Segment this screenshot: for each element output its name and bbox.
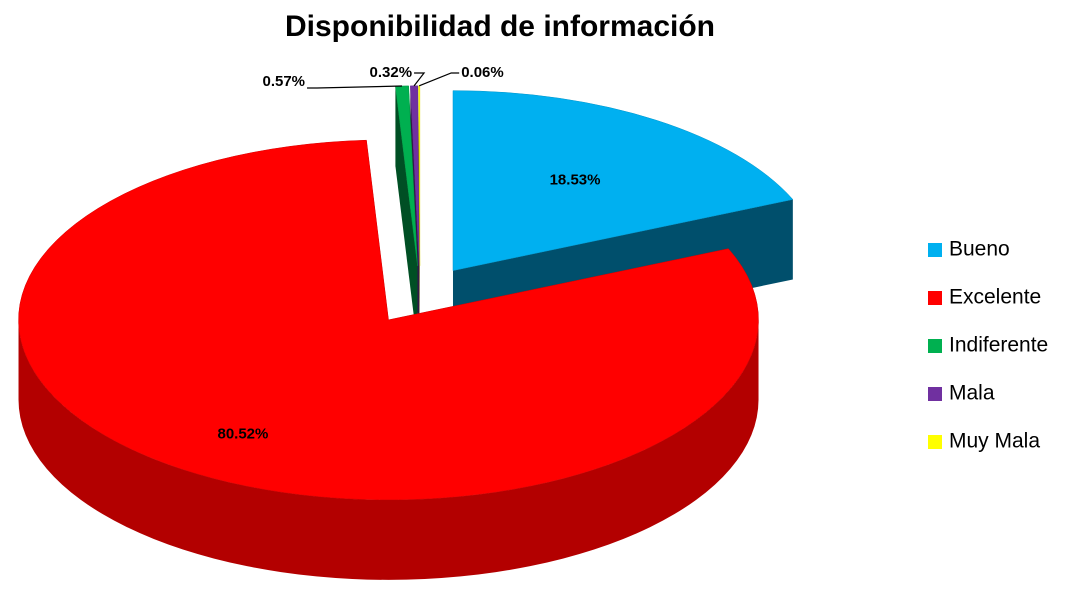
legend-label: Indiferente — [949, 334, 1048, 357]
legend-label: Excelente — [949, 286, 1041, 309]
leader-line — [307, 85, 403, 89]
data-label: 0.32% — [370, 64, 413, 81]
data-label: 0.57% — [262, 73, 305, 90]
data-label: 80.52% — [217, 426, 268, 443]
leader-line — [418, 72, 460, 87]
legend-swatch — [928, 387, 942, 401]
slice-top — [452, 90, 794, 271]
legend-swatch — [928, 291, 942, 305]
data-label: 18.53% — [550, 171, 601, 188]
legend-swatch — [928, 435, 942, 449]
legend-swatch — [928, 243, 942, 257]
slice-side — [18, 319, 759, 580]
slice-top — [410, 85, 420, 266]
leader-line — [413, 72, 426, 87]
legend-swatch — [928, 339, 942, 353]
data-label: 0.06% — [461, 64, 504, 81]
legend-label: Mala — [949, 382, 995, 405]
legend-label: Bueno — [949, 238, 1010, 261]
slice-wall — [395, 86, 418, 346]
legend-label: Muy Mala — [949, 430, 1040, 453]
slice-top — [18, 139, 759, 501]
slice — [18, 139, 759, 580]
chart-title: Disponibilidad de información — [285, 10, 715, 43]
